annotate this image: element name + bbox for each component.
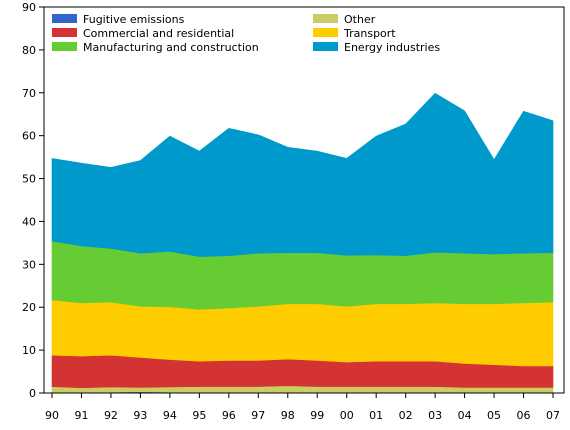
x-tick-label: 02 [399, 409, 413, 422]
x-tick-label: 05 [487, 409, 501, 422]
x-tick-label: 90 [45, 409, 59, 422]
legend: Fugitive emissions Other Commercial and re… [52, 13, 440, 54]
plot-frame [43, 6, 565, 394]
x-tick-label: 03 [428, 409, 442, 422]
x-tick-label: 07 [546, 409, 560, 422]
legend-swatch-other [313, 14, 338, 23]
y-tick-label: 80 [22, 44, 36, 57]
y-tick-label: 30 [22, 258, 36, 271]
x-tick-label: 04 [458, 409, 472, 422]
x-tick-label: 96 [222, 409, 236, 422]
y-tick-label: 60 [22, 130, 36, 143]
legend-label-other: Other [344, 13, 376, 26]
x-tick-label: 95 [192, 409, 206, 422]
x-tick-label: 00 [340, 409, 354, 422]
legend-label-commercial-and-residential: Commercial and residential [83, 27, 234, 40]
area-energy-industries [51, 92, 554, 257]
legend-swatch-commercial-and-residential [52, 28, 77, 37]
legend-swatch-transport [313, 28, 338, 37]
y-tick-label: 90 [22, 1, 36, 14]
legend-label-transport: Transport [343, 27, 396, 40]
legend-swatch-manufacturing-and-construction [52, 42, 77, 51]
area-transport [51, 299, 554, 367]
x-tick-label: 94 [163, 409, 177, 422]
x-tick-label: 97 [251, 409, 265, 422]
y-tick-label: 10 [22, 344, 36, 357]
x-tick-label: 06 [517, 409, 531, 422]
x-tick-label: 01 [369, 409, 383, 422]
y-tick-label: 20 [22, 301, 36, 314]
x-tick-label: 91 [74, 409, 88, 422]
legend-label-manufacturing-and-construction: Manufacturing and construction [83, 41, 259, 54]
legend-swatch-fugitive-emissions [52, 14, 77, 23]
x-tick-label: 98 [281, 409, 295, 422]
legend-label-fugitive-emissions: Fugitive emissions [83, 13, 185, 26]
x-tick-label: 99 [310, 409, 324, 422]
x-tick-label: 93 [133, 409, 147, 422]
legend-label-energy-industries: Energy industries [344, 41, 440, 54]
legend-swatch-energy-industries [313, 42, 338, 51]
y-tick-label: 50 [22, 173, 36, 186]
area-layers [51, 92, 554, 394]
x-tick-label: 92 [104, 409, 118, 422]
y-tick-label: 40 [22, 215, 36, 228]
y-tick-label: 0 [29, 387, 36, 400]
y-tick-label: 70 [22, 87, 36, 100]
